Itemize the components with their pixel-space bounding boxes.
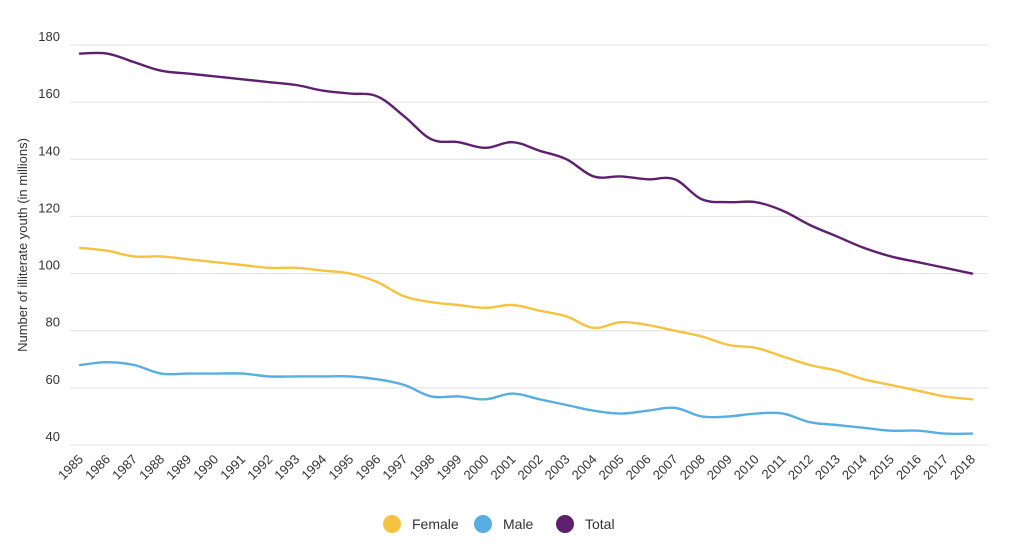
y-tick-label: 100 — [38, 258, 60, 273]
x-tick-label: 1996 — [352, 452, 383, 483]
y-tick-label: 160 — [38, 86, 60, 101]
x-tick-label: 1990 — [190, 452, 221, 483]
legend-item-total[interactable]: Total — [556, 515, 615, 533]
x-tick-label: 2006 — [623, 452, 654, 483]
series-line-female — [78, 246, 974, 401]
x-tick-label: 1986 — [82, 452, 113, 483]
x-tick-label: 2000 — [461, 452, 492, 483]
x-tick-label: 1992 — [244, 452, 275, 483]
legend-item-female[interactable]: Female — [383, 515, 459, 533]
x-tick-label: 2008 — [677, 452, 708, 483]
legend-label: Female — [412, 516, 459, 532]
x-tick-label: 2016 — [893, 452, 924, 483]
x-tick-label: 1999 — [433, 452, 464, 483]
x-tick-label: 1988 — [136, 452, 167, 483]
x-tick-label: 2007 — [650, 452, 681, 483]
x-tick-label: 2013 — [812, 452, 843, 483]
x-axis-ticks: 1985198619871988198919901991199219931994… — [55, 452, 978, 483]
x-tick-label: 2018 — [947, 452, 978, 483]
gridlines — [70, 44, 988, 446]
legend-label: Male — [503, 516, 534, 532]
x-tick-label: 2005 — [596, 452, 627, 483]
x-tick-label: 1997 — [379, 452, 410, 483]
x-tick-label: 2014 — [839, 452, 870, 483]
legend-item-male[interactable]: Male — [474, 515, 534, 533]
y-tick-label: 180 — [38, 29, 60, 44]
x-tick-label: 2011 — [759, 452, 789, 482]
x-tick-label: 1991 — [217, 452, 248, 483]
series-lines — [78, 51, 974, 435]
x-tick-label: 2009 — [704, 452, 735, 483]
x-tick-label: 1995 — [325, 452, 356, 483]
x-tick-label: 2004 — [569, 452, 600, 483]
x-tick-label: 1994 — [298, 452, 329, 483]
y-axis-title: Number of illiterate youth (in millions) — [15, 138, 30, 352]
x-tick-label: 1998 — [406, 452, 437, 483]
x-tick-label: 2003 — [542, 452, 573, 483]
x-tick-label: 1987 — [109, 452, 140, 483]
x-tick-label: 2017 — [920, 452, 951, 483]
legend-swatch — [383, 515, 401, 533]
y-tick-label: 140 — [38, 143, 60, 158]
legend-label: Total — [585, 516, 615, 532]
series-line-male — [78, 360, 974, 435]
x-tick-label: 1985 — [55, 452, 86, 483]
legend: Female Male Total — [383, 515, 615, 533]
series-line-total — [78, 51, 974, 275]
y-tick-label: 60 — [46, 372, 60, 387]
x-tick-label: 2002 — [515, 452, 546, 483]
x-tick-label: 2012 — [785, 452, 816, 483]
x-tick-label: 1993 — [271, 452, 302, 483]
legend-swatch — [556, 515, 574, 533]
y-tick-label: 80 — [46, 315, 60, 330]
y-tick-label: 120 — [38, 200, 60, 215]
x-tick-label: 1989 — [163, 452, 194, 483]
y-axis-ticks: 40 60 80 100 120 140 160 180 — [38, 29, 60, 444]
legend-swatch — [474, 515, 492, 533]
x-tick-label: 2010 — [731, 452, 762, 483]
x-tick-label: 2001 — [488, 452, 519, 483]
y-tick-label: 40 — [46, 429, 60, 444]
x-tick-label: 2015 — [866, 452, 897, 483]
